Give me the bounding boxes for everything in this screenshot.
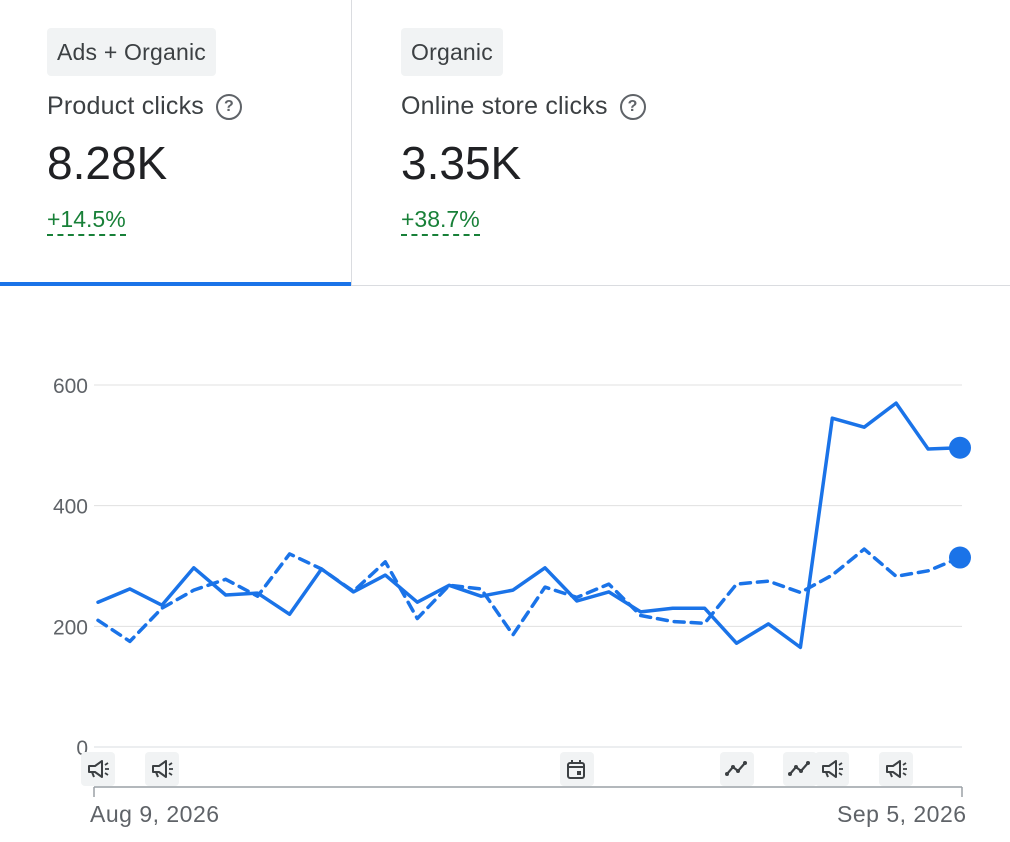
- chart-canvas: 0 200 400 600: [53, 375, 971, 797]
- metric-label-text: Online store clicks: [401, 92, 608, 120]
- megaphone-icon[interactable]: [815, 752, 850, 786]
- megaphone-icon[interactable]: [144, 752, 179, 786]
- data-point-solid-27: [949, 436, 971, 459]
- series-line-solid: [96, 401, 962, 650]
- metric-change[interactable]: +38.7%: [401, 206, 480, 236]
- scope-chip: Organic: [401, 28, 503, 76]
- trend-icon[interactable]: [719, 752, 754, 786]
- x-tick-label-end: Sep 5, 2026: [837, 801, 967, 827]
- metric-change[interactable]: +14.5%: [47, 206, 126, 236]
- series-line-dashed: [96, 547, 962, 644]
- metric-label-text: Product clicks: [47, 92, 205, 120]
- metric-card-online-store-clicks[interactable]: Organic Online store clicks ? 3.35K +38.…: [352, 0, 1010, 285]
- metric-card-product-clicks[interactable]: Ads + Organic Product clicks ? 8.28K +14…: [0, 0, 352, 286]
- metric-value: 8.28K: [47, 137, 168, 189]
- y-tick-label-0: 0: [76, 737, 88, 760]
- x-tick-label-start: Aug 9, 2026: [90, 801, 220, 827]
- y-tick-label-200: 200: [53, 616, 88, 639]
- megaphone-icon[interactable]: [81, 752, 115, 786]
- megaphone-icon[interactable]: [879, 752, 914, 786]
- y-tick-label-600: 600: [53, 375, 88, 398]
- data-point-dashed-27: [949, 546, 971, 569]
- metric-value: 3.35K: [401, 137, 522, 189]
- trend-icon[interactable]: [783, 752, 818, 786]
- metric-label: Product clicks ?: [47, 92, 243, 121]
- metric-label: Online store clicks ?: [401, 92, 646, 121]
- y-tick-label-400: 400: [53, 496, 88, 519]
- line-chart: 0 200 400 600 Aug 9, 2026 Sep 5, 2026: [0, 286, 1010, 842]
- help-icon[interactable]: ?: [619, 93, 646, 120]
- help-icon[interactable]: ?: [216, 93, 243, 120]
- scope-chip: Ads + Organic: [47, 28, 216, 76]
- metric-cards: Ads + Organic Product clicks ? 8.28K +14…: [0, 0, 1010, 286]
- calendar-icon[interactable]: [559, 752, 594, 786]
